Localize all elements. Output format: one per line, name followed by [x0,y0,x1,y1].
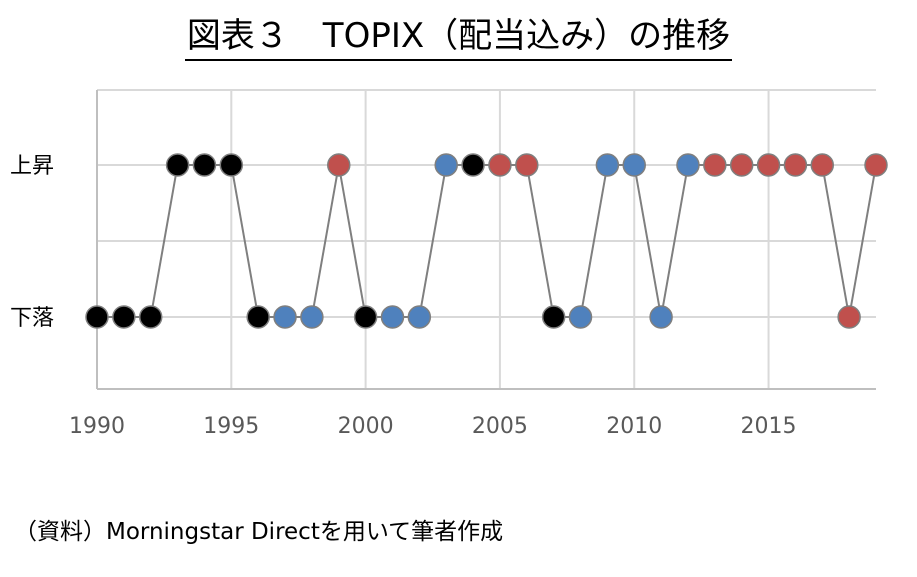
data-point-1990 [85,305,109,329]
data-point-2008 [568,305,593,329]
data-point-2009 [595,153,620,177]
data-point-1997 [273,305,297,329]
source-note: （資料）Morningstar Directを用いて筆者作成 [14,519,504,545]
data-point-2012 [676,153,700,177]
data-point-1992 [138,305,163,329]
chart-series-points [85,153,888,329]
chart-title: 図表３ TOPIX（配当込み）の推移 [0,14,917,61]
x-tick-label-2010: 2010 [606,414,662,439]
series-segment-1995 [230,164,260,318]
x-tick-label-2000: 2000 [338,414,394,439]
data-point-2010 [622,153,646,177]
data-point-2004 [461,153,485,177]
data-point-1999 [327,153,351,177]
y-category-label-1: 下落 [10,306,54,331]
data-point-2007 [541,305,566,329]
x-tick-label-2015: 2015 [741,414,797,439]
chart-title-text: 図表３ TOPIX（配当込み）の推移 [184,14,733,61]
data-point-2016 [783,153,808,177]
data-point-1994 [192,153,217,177]
data-point-2005 [488,153,512,177]
data-point-2015 [756,153,781,177]
data-point-1993 [165,153,190,177]
data-point-2018 [837,305,861,329]
data-point-2003 [434,153,458,177]
series-segment-1998 [310,164,340,318]
x-tick-label-2005: 2005 [472,414,528,439]
series-segment-2002 [418,164,448,318]
series-segment-2006 [525,164,555,318]
chart-axes [96,90,876,390]
data-point-1995 [219,153,244,177]
data-point-1991 [112,305,136,329]
data-point-2014 [729,153,754,177]
series-segment-2008 [579,164,609,318]
series-segment-1999 [337,164,367,318]
data-point-2017 [810,153,835,177]
chart-gridlines [97,89,876,389]
series-segment-2018 [848,164,877,318]
series-segment-2017 [821,164,851,318]
data-point-1998 [300,305,324,329]
series-segment-1992 [149,164,179,318]
x-tick-label-1990: 1990 [69,414,125,439]
data-point-2000 [353,305,378,329]
y-category-label-0: 上昇 [10,154,54,179]
series-segment-2010 [633,164,663,318]
data-point-1996 [246,305,270,329]
data-point-2002 [407,305,432,329]
data-point-2001 [380,305,405,329]
data-point-2013 [703,153,727,177]
data-point-2019 [864,153,888,177]
x-tick-label-1995: 1995 [203,414,259,439]
data-point-2006 [515,153,539,177]
series-segment-2011 [660,164,689,318]
data-point-2011 [649,305,673,329]
